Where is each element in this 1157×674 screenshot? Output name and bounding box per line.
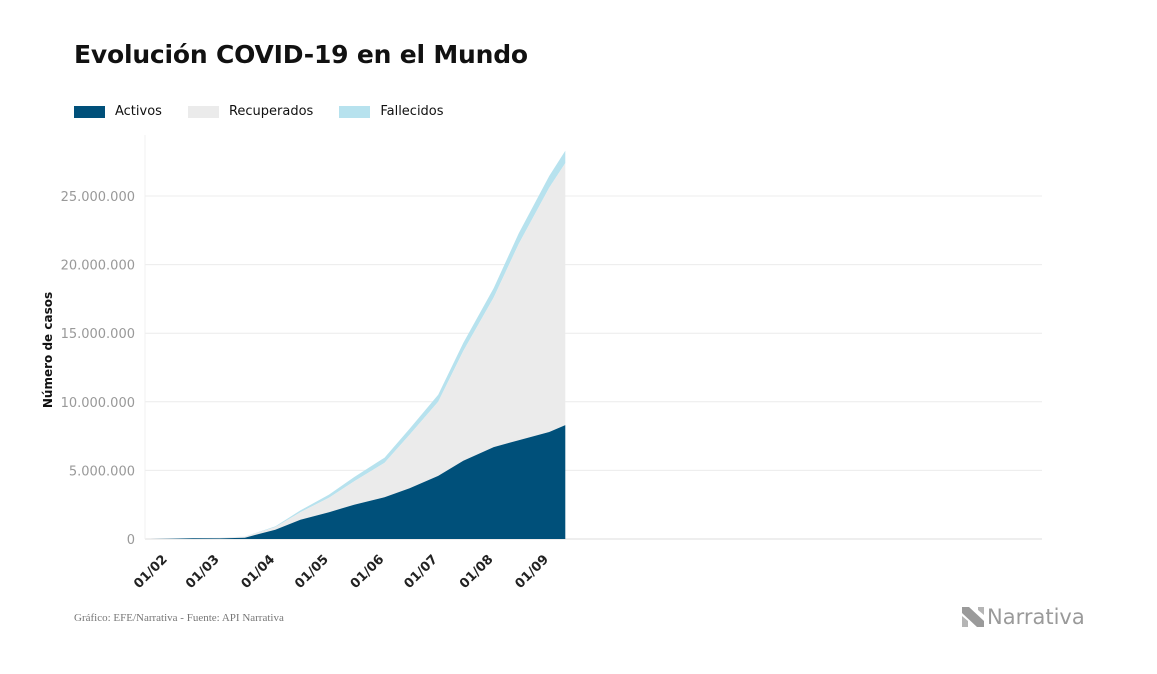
legend-item-recuperados: Recuperados xyxy=(187,104,314,119)
legend-swatch-fallecidos xyxy=(339,105,371,118)
stacked-areas xyxy=(150,150,566,539)
x-tick-label: 01/04 xyxy=(239,552,279,592)
x-tick-label: 01/06 xyxy=(348,552,388,592)
y-tick-label: 15.000.000 xyxy=(61,327,135,342)
y-tick-label: 25.000.000 xyxy=(61,190,135,205)
x-tick: 01/06 xyxy=(348,552,388,592)
source-note: Gráfico: EFE/Narrativa - Fuente: API Nar… xyxy=(74,612,284,624)
x-tick: 01/02 xyxy=(131,552,171,592)
narrativa-logo-icon xyxy=(962,607,984,627)
y-axis-ticks: 0 5.000.000 10.000.000 15.000.000 20.000.000… xyxy=(61,190,135,548)
x-tick: 01/03 xyxy=(183,552,223,592)
x-tick: 01/08 xyxy=(457,552,497,592)
chart-title: Evolución COVID-19 en el Mundo xyxy=(74,40,528,69)
x-tick: 01/07 xyxy=(401,552,441,592)
narrativa-logo: Narrativa xyxy=(962,605,1085,629)
x-tick: 01/05 xyxy=(292,552,332,592)
legend-item-activos: Activos xyxy=(74,104,162,119)
y-tick-label: 0 xyxy=(127,533,135,548)
y-tick-label: 20.000.000 xyxy=(61,259,135,274)
legend-item-fallecidos: Fallecidos xyxy=(339,104,444,119)
x-tick-label: 01/05 xyxy=(292,552,332,592)
area-recuperados xyxy=(150,163,566,539)
narrativa-logo-text: Narrativa xyxy=(987,605,1085,629)
y-tick-label: 10.000.000 xyxy=(61,396,135,411)
y-tick-label: 5.000.000 xyxy=(69,464,135,479)
x-tick: 01/04 xyxy=(239,552,279,592)
x-tick-label: 01/07 xyxy=(401,552,441,592)
x-tick-label: 01/02 xyxy=(131,552,171,592)
x-tick: 01/09 xyxy=(512,552,552,592)
legend-label-fallecidos: Fallecidos xyxy=(380,104,444,119)
x-tick-label: 01/03 xyxy=(183,552,223,592)
area-activos xyxy=(150,425,566,539)
legend-swatch-recuperados xyxy=(187,105,219,118)
x-axis-ticks: 01/02 01/03 01/04 01/05 01/06 01/07 01/08 01/09 xyxy=(131,552,552,592)
legend-label-activos: Activos xyxy=(115,104,162,119)
x-tick-label: 01/09 xyxy=(512,552,552,592)
legend-label-recuperados: Recuperados xyxy=(228,104,314,119)
legend-swatch-activos xyxy=(74,105,105,118)
gridlines xyxy=(144,135,1042,540)
x-tick-label: 01/08 xyxy=(457,552,497,592)
legend: Activos Recuperados Fallecidos xyxy=(74,104,470,119)
